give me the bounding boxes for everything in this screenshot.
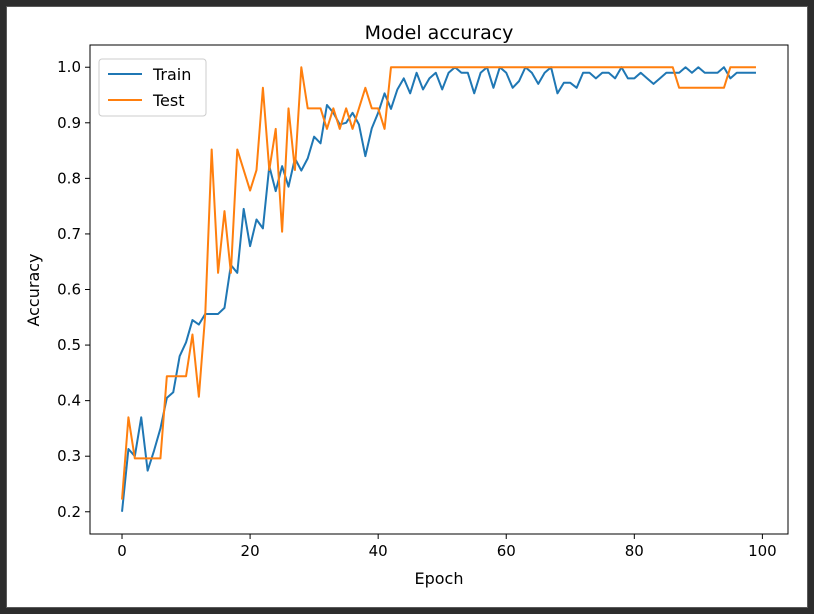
y-tick-label: 0.9 bbox=[57, 114, 81, 132]
x-tick-label: 80 bbox=[625, 542, 644, 560]
y-tick-label: 0.8 bbox=[57, 169, 81, 187]
y-tick-label: 0.4 bbox=[57, 392, 81, 410]
legend-train-label: Train bbox=[152, 65, 191, 84]
y-tick-label: 0.3 bbox=[57, 447, 81, 465]
x-tick-label: 60 bbox=[497, 542, 516, 560]
y-tick-label: 0.6 bbox=[57, 281, 81, 299]
x-tick-label: 40 bbox=[369, 542, 388, 560]
chart-title: Model accuracy bbox=[365, 22, 514, 44]
y-tick-label: 1.0 bbox=[57, 58, 81, 76]
y-tick-label: 0.2 bbox=[57, 503, 81, 521]
y-tick-label: 0.5 bbox=[57, 336, 81, 354]
x-axis-label: Epoch bbox=[415, 569, 464, 588]
y-tick-label: 0.7 bbox=[57, 225, 81, 243]
legend-test-label: Test bbox=[152, 91, 185, 110]
x-tick-label: 20 bbox=[241, 542, 260, 560]
plot-area bbox=[89, 44, 789, 535]
series-line-test bbox=[121, 66, 756, 500]
x-tick-label: 100 bbox=[748, 542, 777, 560]
series-lines bbox=[121, 66, 756, 512]
y-axis-label: Accuracy bbox=[24, 253, 43, 326]
x-tick-label: 0 bbox=[117, 542, 127, 560]
series-line-train bbox=[121, 66, 756, 512]
x-axis-ticks: 0 20 40 60 80 100 bbox=[117, 534, 777, 560]
y-axis-ticks: 0.2 0.3 0.4 0.5 0.6 0.7 0.8 0.9 1.0 bbox=[57, 58, 90, 521]
legend: Train Test bbox=[98, 58, 207, 117]
